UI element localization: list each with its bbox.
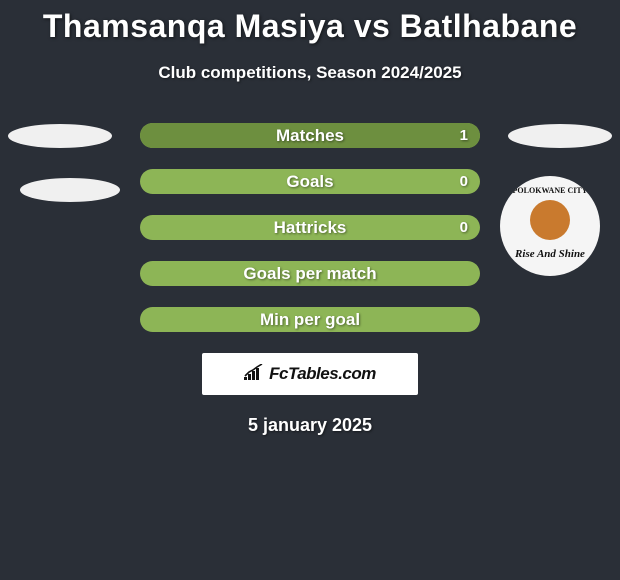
badge-bottom-text: Rise And Shine [508, 248, 592, 260]
stat-bar-label: Hattricks [140, 215, 480, 240]
page-date: 5 january 2025 [0, 415, 620, 436]
stat-bar: Goals per match [140, 261, 480, 286]
stat-bar-label: Min per goal [140, 307, 480, 332]
site-label-text: FcTables.com [269, 364, 376, 384]
stat-bar-value: 0 [460, 169, 468, 194]
badge-top-text: POLOKWANE CITY [508, 186, 592, 195]
page-subtitle: Club competitions, Season 2024/2025 [0, 63, 620, 83]
stat-bar-value: 0 [460, 215, 468, 240]
badge-center-icon [530, 200, 570, 240]
stat-bar-label: Matches [140, 123, 480, 148]
page-title: Thamsanqa Masiya vs Batlhabane [0, 0, 620, 45]
stat-bar: Hattricks0 [140, 215, 480, 240]
player-left-avatar-top [8, 124, 112, 148]
player-right-avatar-top [508, 124, 612, 148]
stat-bar-label: Goals [140, 169, 480, 194]
stat-bar: Goals0 [140, 169, 480, 194]
site-logo-icon [244, 364, 266, 385]
stat-bar: Min per goal [140, 307, 480, 332]
stat-bar-label: Goals per match [140, 261, 480, 286]
site-attribution: FcTables.com [202, 353, 418, 395]
stat-bar: Matches1 [140, 123, 480, 148]
stats-bars: Matches1Goals0Hattricks0Goals per matchM… [140, 123, 480, 332]
stat-bar-value: 1 [460, 123, 468, 148]
club-badge: POLOKWANE CITY Rise And Shine [500, 176, 600, 276]
player-left-avatar-bottom [20, 178, 120, 202]
